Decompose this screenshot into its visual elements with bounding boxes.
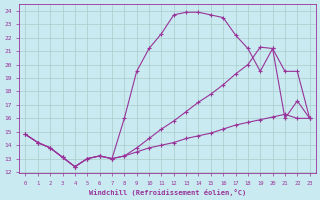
X-axis label: Windchill (Refroidissement éolien,°C): Windchill (Refroidissement éolien,°C): [89, 189, 246, 196]
